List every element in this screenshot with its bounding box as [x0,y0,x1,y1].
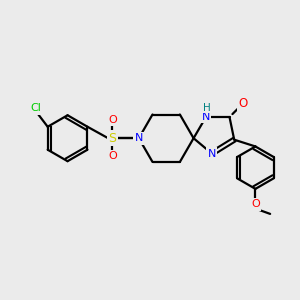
Text: O: O [251,199,260,209]
Text: H: H [203,103,211,112]
Text: O: O [108,152,117,161]
Text: N: N [208,148,216,158]
Text: N: N [202,112,210,122]
Text: N: N [135,133,143,143]
Text: O: O [238,97,248,110]
Text: N: N [135,133,143,143]
Text: S: S [108,132,116,145]
Text: O: O [108,115,117,125]
Text: Cl: Cl [31,103,41,113]
